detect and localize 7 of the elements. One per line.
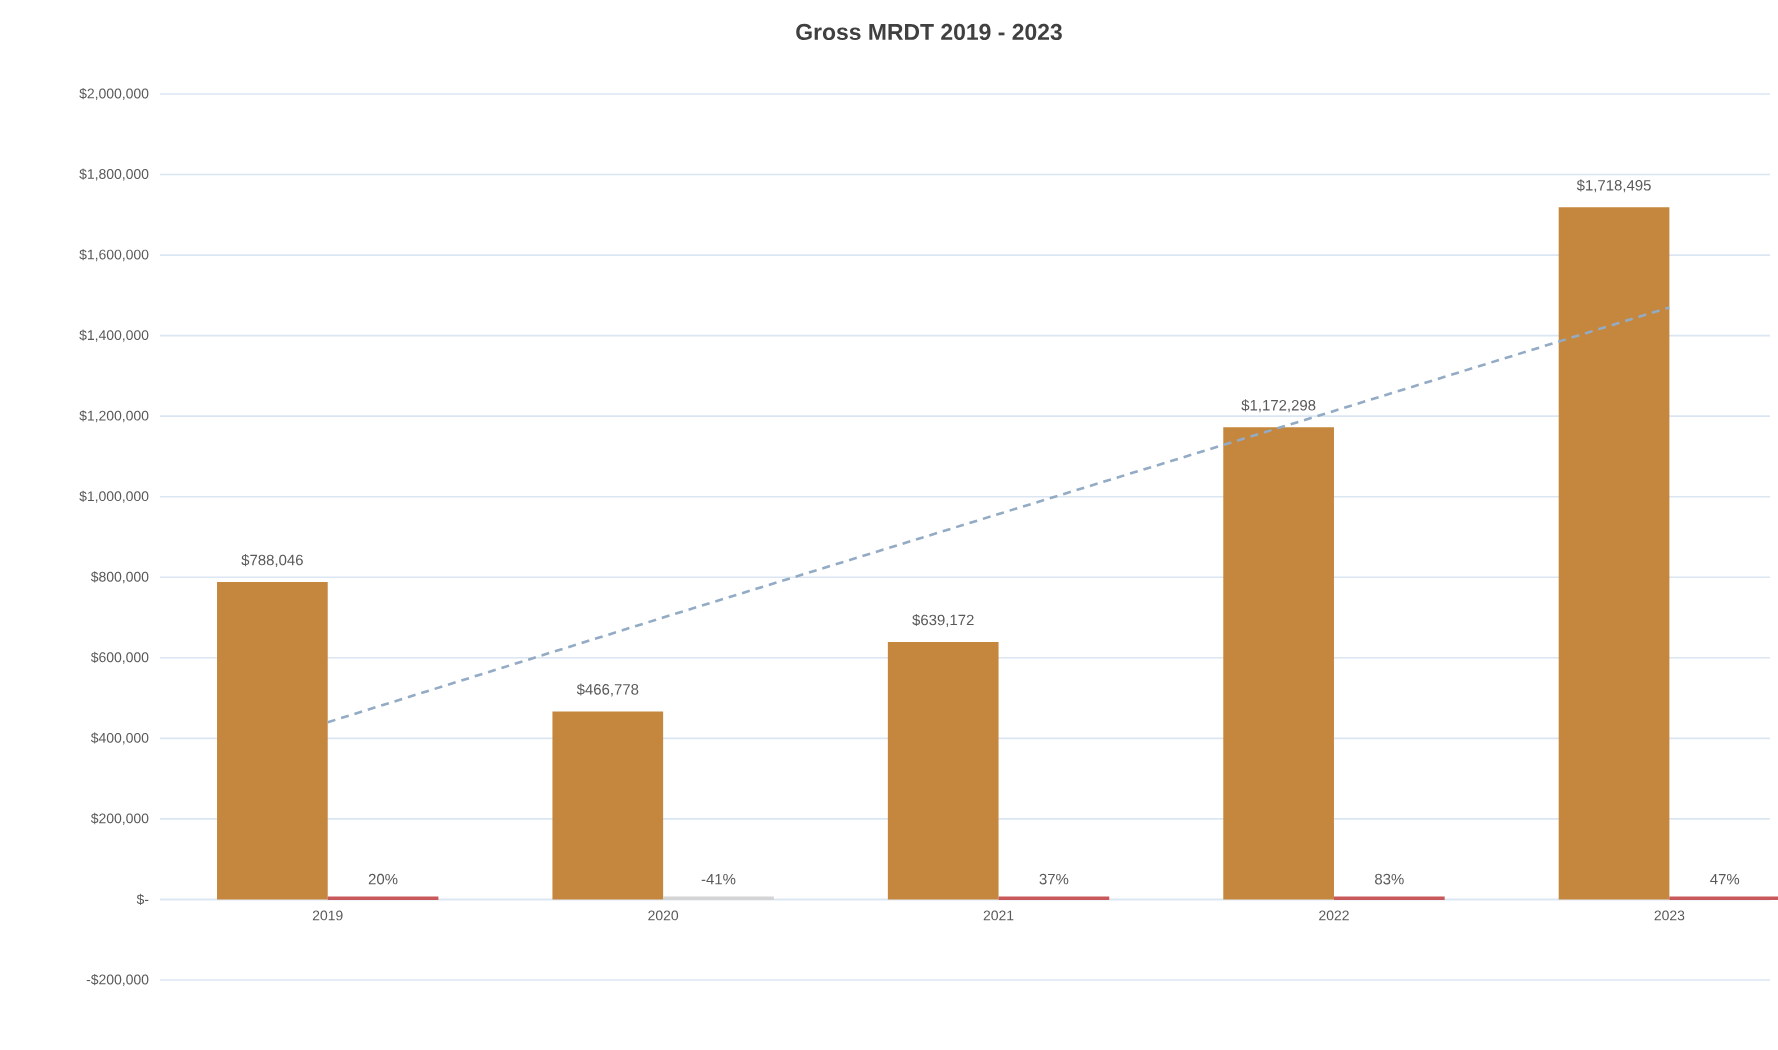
chart-title: Gross MRDT 2019 - 2023 <box>796 23 1062 41</box>
bar <box>1558 207 1670 900</box>
bar <box>1223 427 1334 900</box>
bar <box>217 582 328 900</box>
bar <box>887 642 999 900</box>
line-series <box>326 306 1671 724</box>
bar <box>552 711 664 900</box>
